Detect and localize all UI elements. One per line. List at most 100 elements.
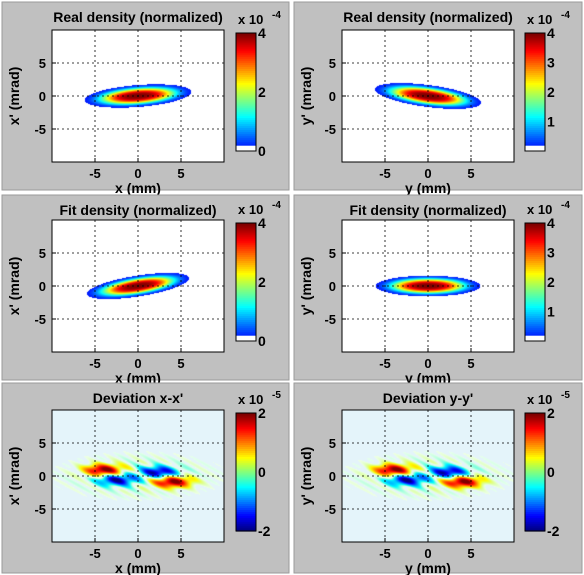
colorbar-segment — [236, 477, 256, 481]
colorbar-segment — [236, 458, 256, 461]
colorbar-segment — [525, 297, 545, 301]
colorbar-segment — [525, 42, 545, 46]
colorbar-segment — [236, 487, 256, 491]
colorbar-segment — [236, 303, 256, 307]
colorbar-segment — [525, 278, 545, 281]
colorbar-segment — [525, 446, 545, 449]
colorbar-segment — [236, 256, 256, 259]
colorbar-segment — [525, 458, 545, 461]
colorbar-segment — [236, 141, 256, 144]
colorbar: -2 0 2x 10 -5 — [235, 390, 281, 539]
colorbar-segment — [236, 105, 256, 109]
colorbar-segment — [525, 289, 545, 293]
colorbar-segment — [525, 103, 545, 107]
colorbar-segment — [525, 452, 545, 455]
colorbar-segment — [236, 232, 256, 236]
colorbar-segment — [236, 46, 256, 50]
colorbar-segment — [236, 274, 256, 277]
y-axis-label: y' (mrad) — [298, 67, 314, 126]
colorbar-segment — [236, 291, 256, 295]
colorbar-segment — [525, 440, 545, 444]
colorbar-segment — [236, 513, 256, 516]
colorbar-segment — [236, 223, 256, 226]
colorbar-segment — [236, 78, 256, 81]
colorbar-segment — [236, 436, 256, 440]
x-tick-label: -5 — [89, 546, 101, 561]
colorbar-segment — [236, 305, 256, 309]
y-axis-label: x' (mrad) — [6, 257, 22, 316]
colorbar-segment — [525, 481, 545, 485]
y-axis-label: x' (mrad) — [6, 447, 22, 506]
colorbar-segment — [525, 58, 545, 62]
x-tick-label: 0 — [134, 356, 141, 371]
colorbar-segment — [236, 456, 256, 459]
colorbar-segment — [525, 436, 545, 440]
colorbar-tick-label: 3 — [547, 245, 555, 261]
x-axis-label: x (mm) — [115, 370, 161, 386]
y-tick-label: 0 — [329, 279, 336, 294]
colorbar-segment — [236, 527, 256, 530]
colorbar-segment — [236, 329, 256, 332]
colorbar-segment — [236, 327, 256, 330]
colorbar-segment — [236, 283, 256, 287]
colorbar-segment — [236, 262, 256, 265]
colorbar-tick-label: 0 — [258, 464, 266, 480]
colorbar-segment — [236, 84, 256, 87]
colorbar-segment — [236, 107, 256, 111]
colorbar-segment — [236, 317, 256, 320]
colorbar-tick-label: 4 — [547, 25, 555, 41]
colorbar-segment — [525, 450, 545, 453]
colorbar-segment — [236, 295, 256, 299]
colorbar-segment — [236, 450, 256, 453]
colorbar-tick-label: -2 — [258, 523, 271, 539]
colorbar-segment — [525, 430, 545, 434]
colorbar-segment — [525, 335, 545, 338]
colorbar-segment — [236, 143, 256, 146]
x-tick-label: 0 — [134, 166, 141, 181]
colorbar-segment — [525, 503, 545, 507]
colorbar-segment — [236, 505, 256, 508]
chart-title: Fit density (normalized) — [59, 202, 216, 218]
colorbar-segment — [236, 285, 256, 289]
y-tick-label: -5 — [324, 122, 336, 137]
colorbar-segment — [525, 497, 545, 501]
colorbar-segment — [236, 97, 256, 101]
colorbar-segment — [236, 413, 256, 416]
colorbar: 0 2 4x 10 -4 — [235, 10, 281, 159]
colorbar-segment — [525, 125, 545, 128]
colorbar-segment — [525, 456, 545, 459]
colorbar-segment — [525, 228, 545, 232]
colorbar-segment — [236, 264, 256, 267]
colorbar-segment — [236, 448, 256, 451]
y-axis-label: y' (mrad) — [298, 447, 314, 506]
colorbar-segment — [236, 90, 256, 93]
colorbar-power: -5 — [561, 390, 570, 401]
colorbar-segment — [236, 40, 256, 44]
colorbar-tick-label: 4 — [258, 25, 266, 41]
colorbar-segment — [525, 36, 545, 40]
colorbar-segment — [236, 452, 256, 455]
colorbar-segment — [236, 519, 256, 522]
colorbar-segment — [236, 479, 256, 483]
colorbar-segment — [236, 287, 256, 291]
colorbar-segment — [525, 226, 545, 230]
colorbar-segment — [525, 337, 545, 340]
colorbar-segment — [236, 444, 256, 448]
colorbar-segment — [525, 485, 545, 489]
colorbar-segment — [525, 107, 545, 111]
colorbar-segment — [525, 282, 545, 285]
colorbar-segment — [525, 93, 545, 97]
colorbar-segment — [236, 50, 256, 54]
y-tick-label: 5 — [329, 246, 336, 261]
panel-6: -5 0 5 -5 0 5 Deviation y-y' y (mm) y' (mrad) -2 0… — [293, 382, 583, 575]
colorbar-segment — [236, 86, 256, 89]
colorbar-segment — [236, 228, 256, 232]
colorbar-segment — [236, 93, 256, 97]
colorbar-segment — [236, 62, 256, 66]
colorbar-segment — [525, 299, 545, 303]
colorbar-segment — [525, 44, 545, 48]
colorbar-segment — [525, 115, 545, 119]
colorbar-segment — [236, 66, 256, 69]
colorbar-segment — [236, 244, 256, 248]
colorbar-segment — [236, 523, 256, 526]
